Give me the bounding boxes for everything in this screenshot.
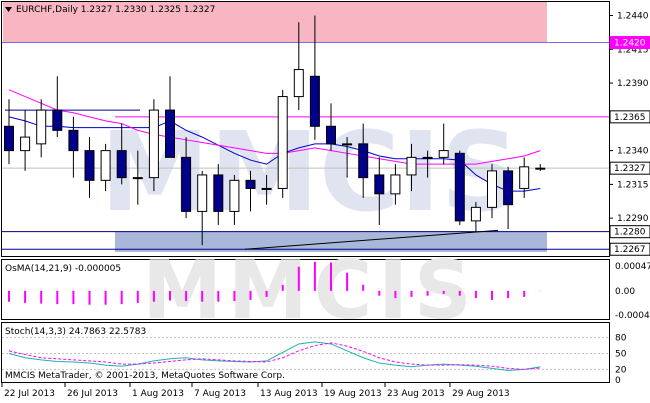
candle-body <box>519 166 530 189</box>
stoch-signal-line <box>8 342 541 370</box>
stoch-tick-label: 0 <box>615 376 621 386</box>
price-marker-label: 1.2327 <box>614 164 646 174</box>
stoch-tick-label: 80 <box>615 334 627 344</box>
candle-body <box>326 125 336 145</box>
candle-body <box>277 96 288 189</box>
stoch-title: Stoch(14,3,3) 24.7863 22.5783 <box>5 327 146 337</box>
osma-tick-label: 0.00 <box>615 287 635 297</box>
candle-body <box>100 150 111 181</box>
candle-body <box>309 75 320 127</box>
candle-body <box>342 143 353 146</box>
price-marker-box <box>609 225 650 239</box>
price-tick-label: 1.2415 <box>617 45 649 55</box>
main-chart-title: EURCHF,Daily 1.2327 1.2330 1.2325 1.2327 <box>16 5 215 15</box>
candle-body <box>213 174 224 212</box>
osma-title: OsMA(14,21,9) -0.000005 <box>5 264 121 274</box>
price-marker-box <box>609 110 650 124</box>
price-marker-label: 1.2365 <box>614 113 646 123</box>
candle-body <box>52 109 63 131</box>
candle-body <box>165 109 175 158</box>
candle-body <box>470 206 481 222</box>
osma-tick-label: -0.00045 <box>615 311 650 321</box>
time-axis-label: 19 Aug 2013 <box>324 389 382 399</box>
time-axis-label: 1 Aug 2013 <box>132 389 184 399</box>
candle-body <box>438 150 449 158</box>
candle-body <box>148 109 159 179</box>
price-marker-box <box>609 161 650 175</box>
copyright-text: MMCIS MetaTrader, © 2001-2013, MetaQuote… <box>5 371 285 381</box>
resistance-zone <box>3 2 547 43</box>
candle-body <box>197 174 208 212</box>
time-axis-label: 23 Aug 2013 <box>387 389 445 399</box>
ma-magenta-line <box>8 89 541 165</box>
candle-body <box>503 170 514 206</box>
price-tick-label: 1.2390 <box>617 79 649 89</box>
price-marker-box <box>609 242 650 256</box>
time-axis-label: 26 Jul 2013 <box>67 389 118 399</box>
osma-tick-label: 0.000479 <box>615 262 650 272</box>
candle-body <box>84 150 95 181</box>
candle-body <box>229 179 240 212</box>
candle-body <box>358 143 369 179</box>
candle-body <box>20 136 31 152</box>
candle-body <box>422 156 433 159</box>
candle-body <box>4 125 14 152</box>
price-tick-label: 1.2315 <box>617 180 649 190</box>
candle-body <box>390 174 401 195</box>
candle-body <box>132 177 143 180</box>
time-axis-label: 22 Jul 2013 <box>4 389 55 399</box>
price-marker-label: 1.2280 <box>614 228 646 238</box>
time-axis-label: 7 Aug 2013 <box>194 389 246 399</box>
stoch-tick-label: 20 <box>615 365 627 375</box>
time-axis-label: 13 Aug 2013 <box>260 389 318 399</box>
price-tick-label: 1.2340 <box>617 147 649 157</box>
dropdown-arrow-icon[interactable] <box>5 7 12 12</box>
support-zone <box>115 231 547 252</box>
candle-body <box>374 174 385 195</box>
candle-body <box>406 156 417 176</box>
candle-body <box>293 69 304 98</box>
stoch-panel-frame <box>1 322 610 383</box>
watermark-text-osma: MMCIS <box>142 244 477 337</box>
candle-body <box>181 156 192 212</box>
candle-body <box>261 187 272 190</box>
price-tick-label: 1.2290 <box>617 214 649 224</box>
ma-blue-line <box>8 116 541 192</box>
price-marker-label: 1.2267 <box>614 245 646 255</box>
time-axis-label: 29 Aug 2013 <box>452 389 510 399</box>
stoch-tick-label: 50 <box>615 350 627 360</box>
candle-body <box>245 179 256 189</box>
candle-body <box>36 109 47 145</box>
candle-body <box>487 170 497 208</box>
price-tick-label: 1.2440 <box>617 12 649 22</box>
candle-body <box>68 129 79 152</box>
candle-body <box>454 152 465 222</box>
candle-body <box>116 150 127 179</box>
osma-panel-frame <box>1 259 610 320</box>
trend-line <box>244 229 499 250</box>
candle-body <box>535 167 546 170</box>
price-marker-label: 1.2420 <box>614 39 646 49</box>
price-marker-box <box>609 36 650 50</box>
